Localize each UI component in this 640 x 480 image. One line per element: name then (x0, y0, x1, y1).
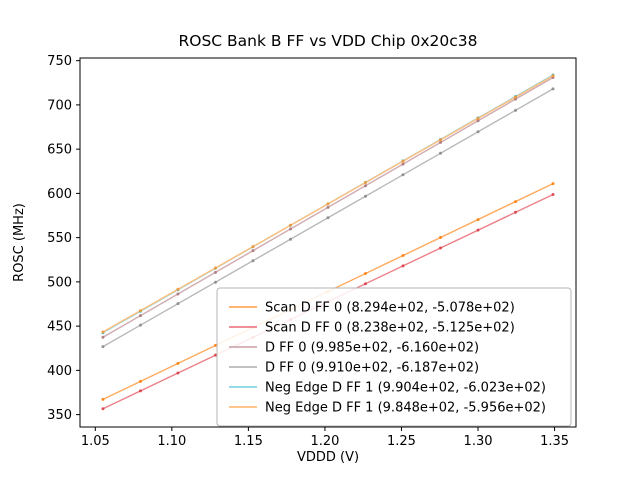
y-tick-label: 650 (47, 143, 72, 158)
data-point (476, 130, 480, 134)
data-point (439, 246, 443, 250)
data-point (251, 245, 255, 249)
data-point (551, 182, 555, 186)
data-point (251, 259, 255, 263)
data-point (476, 228, 480, 232)
data-point (439, 138, 443, 142)
x-tick-label: 1.15 (234, 434, 263, 449)
data-point (213, 270, 217, 274)
x-tick-label: 1.35 (540, 434, 569, 449)
legend-label: Scan D FF 0 (8.294e+02, -5.078e+02) (265, 301, 515, 316)
y-tick-label: 450 (47, 320, 72, 335)
data-point (176, 371, 180, 375)
data-point (176, 302, 180, 306)
y-tick-label: 350 (47, 408, 72, 423)
data-point (364, 181, 368, 185)
legend-label: Scan D FF 0 (8.238e+02, -5.125e+02) (265, 321, 515, 336)
data-point (213, 343, 217, 347)
data-point (251, 249, 255, 253)
data-point (401, 254, 405, 258)
data-point (213, 266, 217, 270)
data-point (439, 151, 443, 155)
data-point (476, 116, 480, 120)
data-point (138, 323, 142, 327)
legend-box (216, 287, 572, 427)
x-tick-label: 1.05 (81, 434, 110, 449)
data-point (551, 192, 555, 196)
data-point (364, 194, 368, 198)
data-point (364, 184, 368, 188)
data-point (476, 119, 480, 123)
y-tick-label: 550 (47, 231, 72, 246)
data-point (213, 280, 217, 284)
data-point (401, 264, 405, 268)
x-tick-label: 1.30 (464, 434, 493, 449)
data-point (514, 200, 518, 204)
data-point (326, 202, 330, 206)
data-point (176, 287, 180, 291)
y-tick-label: 600 (47, 187, 72, 202)
data-point (101, 407, 105, 411)
data-point (288, 223, 292, 227)
data-point (138, 379, 142, 383)
data-point (101, 335, 105, 339)
x-tick-label: 1.20 (310, 434, 339, 449)
data-point (514, 210, 518, 214)
x-tick-label: 1.10 (157, 434, 186, 449)
data-point (176, 361, 180, 365)
data-point (551, 87, 555, 91)
legend-label: Neg Edge D FF 1 (9.848e+02, -5.956e+02) (265, 401, 546, 416)
data-point (101, 330, 105, 334)
y-axis-label: ROSC (MHz) (12, 203, 27, 282)
chart-title: ROSC Bank B FF vs VDD Chip 0x20c38 (178, 32, 477, 50)
data-point (401, 173, 405, 177)
data-point (176, 292, 180, 296)
legend-label: Neg Edge D FF 1 (9.904e+02, -6.023e+02) (265, 381, 546, 396)
data-point (213, 353, 217, 357)
data-point (551, 74, 555, 78)
y-tick-label: 400 (47, 364, 72, 379)
data-point (138, 389, 142, 393)
data-point (364, 272, 368, 276)
data-point (401, 162, 405, 166)
data-point (476, 218, 480, 222)
data-point (288, 227, 292, 231)
data-point (101, 397, 105, 401)
data-point (514, 108, 518, 112)
data-point (138, 314, 142, 318)
data-point (326, 205, 330, 209)
y-tick-label: 700 (47, 98, 72, 113)
data-point (364, 282, 368, 286)
data-point (288, 237, 292, 241)
data-point (326, 216, 330, 220)
data-point (514, 95, 518, 99)
y-tick-label: 500 (47, 275, 72, 290)
data-point (401, 159, 405, 163)
x-axis-label: VDDD (V) (297, 450, 359, 465)
legend-label: D FF 0 (9.910e+02, -6.187e+02) (265, 361, 479, 376)
data-point (138, 309, 142, 313)
plot-border (79, 57, 577, 428)
data-point (101, 345, 105, 349)
y-tick-label: 750 (47, 54, 72, 69)
legend-label: D FF 0 (9.985e+02, -6.160e+02) (265, 341, 479, 356)
data-point (439, 236, 443, 240)
x-tick-label: 1.25 (387, 434, 416, 449)
data-point (439, 140, 443, 144)
